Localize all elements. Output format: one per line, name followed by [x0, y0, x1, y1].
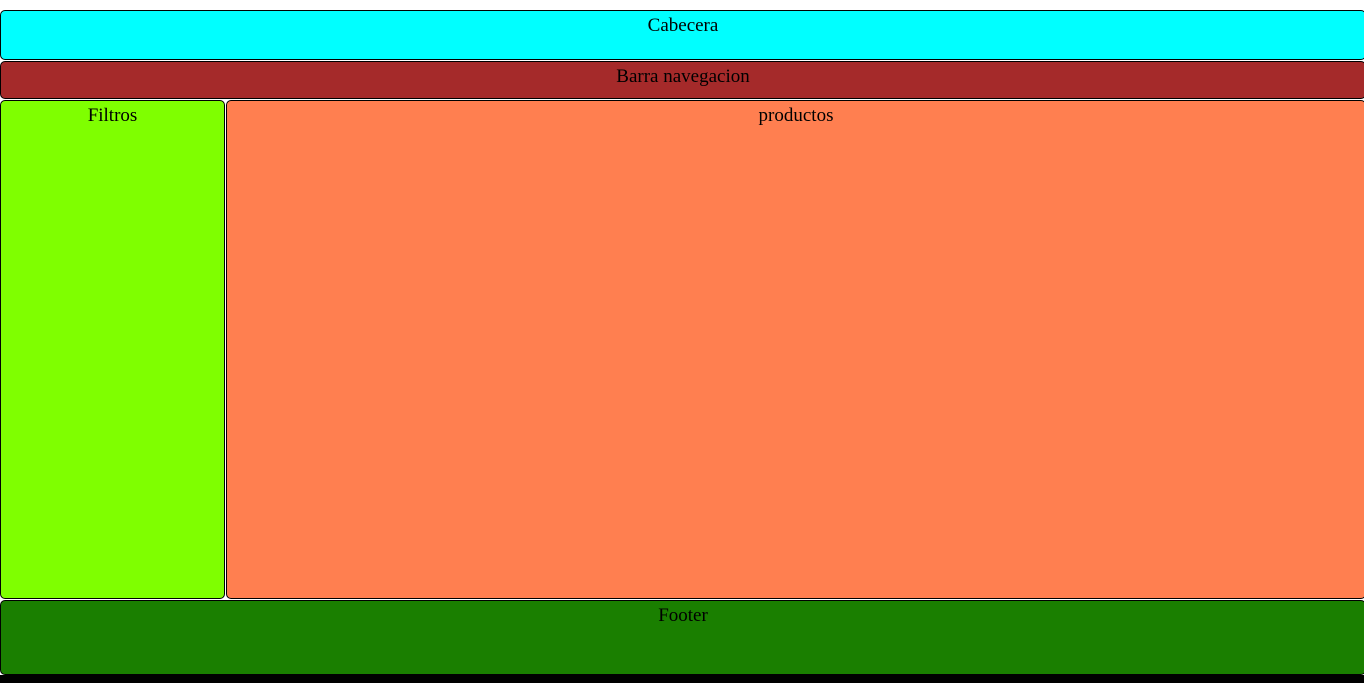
navigation-bar: Barra navegacion: [0, 61, 1364, 99]
bottom-border: [0, 675, 1364, 683]
products-panel: productos: [226, 100, 1364, 599]
footer-label: Footer: [658, 605, 708, 626]
navbar-label: Barra navegacion: [616, 66, 750, 87]
header-label: Cabecera: [647, 15, 719, 36]
page-header: Cabecera: [0, 10, 1364, 60]
products-label: productos: [758, 105, 834, 126]
filters-label: Filtros: [87, 105, 138, 126]
page-footer: Footer: [0, 600, 1364, 675]
filters-panel: Filtros: [0, 100, 225, 599]
